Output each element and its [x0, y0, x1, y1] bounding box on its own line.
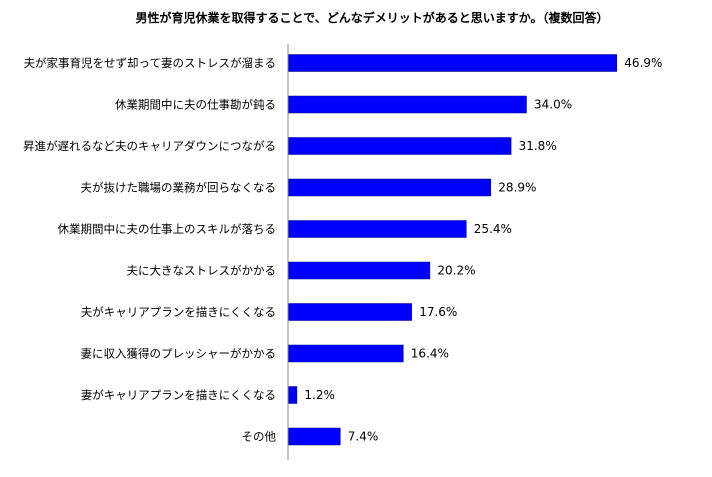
- bar-3: [288, 178, 492, 197]
- value-label-2: 31.8%: [519, 139, 557, 153]
- value-label-5: 20.2%: [437, 264, 475, 278]
- category-label-2: 昇進が遅れるなど夫のキャリアダウンにつながる: [23, 139, 276, 153]
- category-labels: 夫が家事育児をせず却って妻のストレスが溜まる休業期間中に夫の仕事勘が鈍る昇進が遅…: [23, 56, 276, 444]
- value-label-7: 16.4%: [411, 347, 449, 361]
- value-label-1: 34.0%: [534, 98, 572, 112]
- category-label-3: 夫が抜けた職場の業務が回らなくなる: [81, 181, 277, 195]
- category-label-5: 夫に大きなストレスがかかる: [127, 264, 277, 278]
- bar-2: [288, 137, 512, 155]
- value-label-8: 1.2%: [304, 388, 335, 402]
- category-label-0: 夫が家事育児をせず却って妻のストレスが溜まる: [24, 56, 276, 70]
- value-label-0: 46.9%: [624, 56, 662, 70]
- category-label-7: 妻に収入獲得のプレッシャーがかかる: [81, 347, 277, 361]
- value-labels: 46.9% 34.0% 31.8% 28.9% 25.4% 20.2% 17.6% 16.4%…: [304, 56, 662, 444]
- category-label-4: 休業期間中に夫の仕事上のスキルが落ちる: [58, 222, 277, 236]
- bars-group: [288, 54, 618, 446]
- bar-9: [288, 427, 341, 446]
- value-label-3: 28.9%: [498, 181, 536, 195]
- category-label-9: その他: [242, 430, 277, 444]
- bar-1: [288, 95, 527, 114]
- value-label-9: 7.4%: [348, 430, 379, 444]
- bar-7: [288, 344, 404, 363]
- chart-title: 男性が育児休業を取得することで、どんなデメリットがあると思いますか。（複数回答）: [136, 10, 609, 25]
- category-label-8: 妻がキャリアプランを描きにくくなる: [81, 388, 276, 402]
- category-label-6: 夫がキャリアプランを描きにくくなる: [81, 305, 276, 319]
- category-label-1: 休業期間中に夫の仕事勘が鈍る: [115, 98, 276, 112]
- bar-5: [288, 261, 431, 280]
- bar-6: [288, 303, 412, 321]
- value-label-6: 17.6%: [419, 305, 457, 319]
- bar-4: [288, 220, 467, 238]
- bar-8: [288, 386, 298, 404]
- value-label-4: 25.4%: [474, 222, 512, 236]
- bar-0: [288, 54, 618, 72]
